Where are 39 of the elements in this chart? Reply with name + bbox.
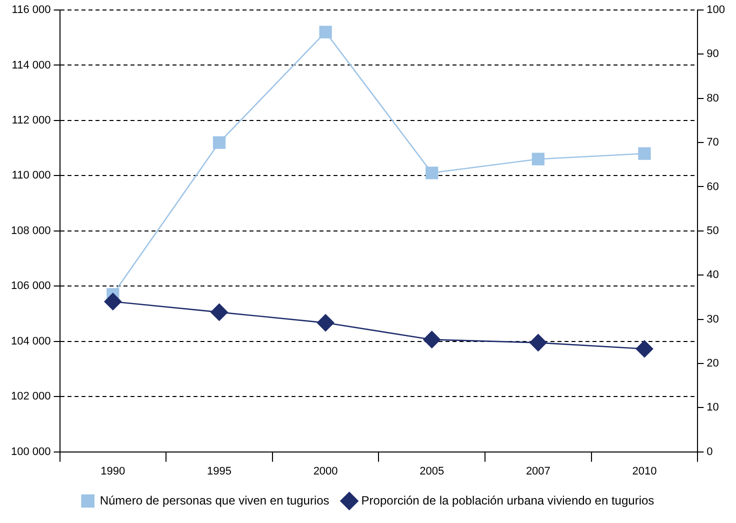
- point: [319, 26, 332, 38]
- y-tick-label: 100 000: [10, 446, 51, 458]
- y2-tick-label: 50: [706, 224, 719, 237]
- point: [423, 330, 441, 348]
- legend-label: Proporción de la población urbana viviendo en tugurios: [361, 493, 654, 508]
- x-tick-label: 2000: [313, 465, 338, 478]
- x-tick-label: 1990: [100, 465, 126, 478]
- y2-tick-label: 10: [706, 402, 719, 414]
- point: [210, 304, 228, 321]
- point: [636, 340, 654, 358]
- y-tick-label: 112 000: [12, 114, 51, 126]
- point: [530, 334, 547, 352]
- y2-tick-label: 20: [706, 357, 719, 370]
- point: [104, 292, 122, 310]
- y2-tick-label: 0: [706, 446, 713, 458]
- point: [426, 166, 438, 180]
- y2-tick-label: 80: [706, 92, 719, 104]
- y-tick-label: 104 000: [10, 335, 51, 348]
- x-tick-label: 1995: [206, 465, 232, 478]
- y2-tick-label: 100: [706, 4, 726, 16]
- y-tick-label: 106 000: [10, 280, 51, 292]
- legend-label: Número de personas que viven en tugurios: [100, 493, 330, 508]
- point: [532, 152, 544, 166]
- x-tick-label: 2007: [526, 465, 550, 478]
- x-tick-label: 2010: [632, 465, 657, 478]
- y2-tick-label: 60: [706, 180, 719, 193]
- x-tick-label: 2005: [420, 465, 444, 478]
- y2-tick-label: 90: [706, 48, 719, 60]
- y2-tick-label: 30: [706, 313, 719, 326]
- y-tick-label: 108 000: [10, 224, 51, 237]
- point: [212, 136, 226, 149]
- y-tick-label: 114 000: [12, 59, 51, 72]
- y-tick-label: 110 000: [12, 170, 51, 182]
- y-tick-label: 116 000: [12, 4, 51, 16]
- y2-tick-label: 40: [706, 269, 719, 282]
- point: [316, 314, 334, 332]
- point: [638, 147, 651, 160]
- y2-tick-label: 70: [706, 136, 719, 149]
- y-tick-label: 102 000: [10, 390, 51, 403]
